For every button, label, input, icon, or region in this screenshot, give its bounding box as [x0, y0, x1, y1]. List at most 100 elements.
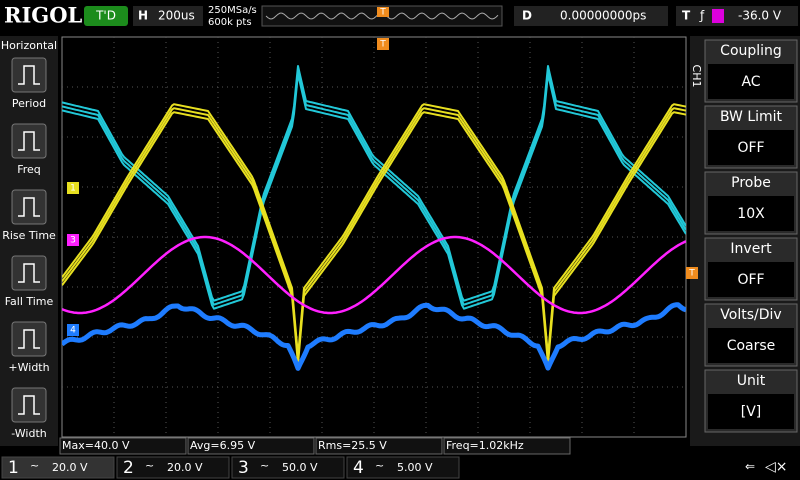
measure-icon[interactable]: [11, 189, 47, 225]
channel-number[interactable]: 1: [8, 458, 19, 478]
measurement: Rms=25.5 V: [318, 439, 387, 452]
measure-icon[interactable]: [11, 57, 47, 93]
trigger-edge-icon: ƒ: [699, 9, 705, 23]
channel-marker: [67, 234, 79, 246]
measurement-box: [187, 437, 315, 455]
measure-label[interactable]: -Width: [11, 427, 47, 440]
channel-box[interactable]: [346, 456, 460, 479]
menu-value-box: [708, 64, 794, 99]
channel-scale[interactable]: 5.00 V: [397, 461, 433, 474]
channel-coupling: ~: [145, 459, 154, 472]
trigger-position: T: [379, 8, 386, 18]
measure-button[interactable]: Freq: [11, 123, 47, 176]
menu-value-box: [708, 196, 794, 231]
measure-label[interactable]: Fall Time: [5, 295, 54, 308]
menu-label[interactable]: Coupling: [720, 43, 782, 59]
menu-value-box: [708, 394, 794, 429]
channel-marker-label: 4: [70, 326, 76, 336]
channel-marker: [67, 324, 79, 336]
channel-number[interactable]: 2: [123, 458, 134, 478]
menu-value[interactable]: OFF: [737, 272, 764, 288]
menu-label[interactable]: Probe: [731, 175, 771, 191]
measure-label[interactable]: Freq: [17, 163, 41, 176]
right-menu-channel: CH1: [690, 65, 703, 88]
channel-coupling: ~: [375, 459, 384, 472]
menu-value[interactable]: AC: [741, 74, 760, 90]
measure-icon-glyph: [18, 329, 40, 349]
menu-label[interactable]: BW Limit: [720, 109, 783, 125]
channel-box[interactable]: [116, 456, 230, 479]
ch2-trace: [62, 69, 686, 306]
measurement-box: [59, 437, 187, 455]
sample-rate: 250MSa/s: [208, 5, 257, 16]
measurement-box: [443, 437, 571, 455]
measurement: Max=40.0 V: [62, 439, 130, 452]
menu-value-box: [708, 262, 794, 297]
speaker-icon: ◁×: [765, 459, 788, 475]
menu-value[interactable]: 10X: [737, 206, 765, 222]
delay: 0.00000000ps: [560, 9, 646, 23]
channel-scale[interactable]: 50.0 V: [282, 461, 318, 474]
menu-label[interactable]: Unit: [737, 373, 766, 389]
measurement: Avg=6.95 V: [190, 439, 256, 452]
channel-marker-label: 3: [70, 236, 76, 246]
delay-label: D: [522, 9, 532, 23]
trigger-level: -36.0 V: [738, 9, 782, 23]
ch2-trace: [62, 65, 686, 302]
channel-marker: [686, 267, 698, 279]
ch1-trace: [62, 111, 686, 365]
status: T'D: [95, 9, 116, 23]
channel-marker-label: 1: [70, 184, 76, 194]
measure-icon[interactable]: [11, 387, 47, 423]
channel-number[interactable]: 4: [353, 458, 364, 478]
trigger-box: [676, 6, 798, 26]
measure-icon[interactable]: [11, 321, 47, 357]
measure-icon-glyph: [18, 131, 40, 151]
menu-value[interactable]: Coarse: [727, 338, 776, 354]
measure-label[interactable]: Rise Time: [2, 229, 56, 242]
left-menu: [0, 36, 58, 446]
measure-button[interactable]: Fall Time: [5, 255, 54, 308]
timebase: 200us: [158, 9, 195, 23]
measure-icon-glyph: [18, 395, 40, 415]
measurement: Freq=1.02kHz: [446, 439, 524, 452]
measure-icon[interactable]: [11, 255, 47, 291]
measure-icon-glyph: [18, 197, 40, 217]
channel-box[interactable]: [1, 456, 115, 479]
measure-icon[interactable]: [11, 123, 47, 159]
measure-button[interactable]: Period: [11, 57, 47, 110]
measure-label[interactable]: +Width: [8, 361, 49, 374]
measure-icon-glyph: [18, 65, 40, 85]
ch3-trace: [62, 235, 686, 315]
channel-scale[interactable]: 20.0 V: [52, 461, 88, 474]
menu-value-box: [708, 130, 794, 165]
timebase-label: H: [138, 9, 148, 23]
channel-marker-label: T: [688, 269, 695, 279]
channel-marker-label: T: [379, 40, 386, 50]
menu-value[interactable]: OFF: [737, 140, 764, 156]
channel-coupling: ~: [30, 459, 39, 472]
channel-box[interactable]: [231, 456, 345, 479]
brand: RIGOL: [4, 3, 83, 28]
trigger-label: T: [682, 9, 691, 23]
channel-scale[interactable]: 20.0 V: [167, 461, 203, 474]
measure-label[interactable]: Period: [12, 97, 46, 110]
trigger-position-marker: [377, 7, 389, 17]
menu-label[interactable]: Volts/Div: [720, 307, 781, 323]
measure-button[interactable]: Rise Time: [2, 189, 56, 242]
menu-label[interactable]: Invert: [730, 241, 772, 257]
timebase-box: [133, 6, 203, 26]
usb-icon: ⇐: [745, 460, 755, 474]
menu-value[interactable]: [V]: [741, 404, 762, 420]
left-menu-title: Horizontal: [1, 39, 57, 52]
status-box: [84, 6, 128, 26]
ch1-trace: [62, 103, 686, 357]
channel-number[interactable]: 3: [238, 458, 249, 478]
measure-button[interactable]: -Width: [11, 387, 47, 440]
measure-icon-glyph: [18, 263, 40, 283]
delay-box: [514, 6, 668, 26]
measure-button[interactable]: +Width: [8, 321, 50, 374]
